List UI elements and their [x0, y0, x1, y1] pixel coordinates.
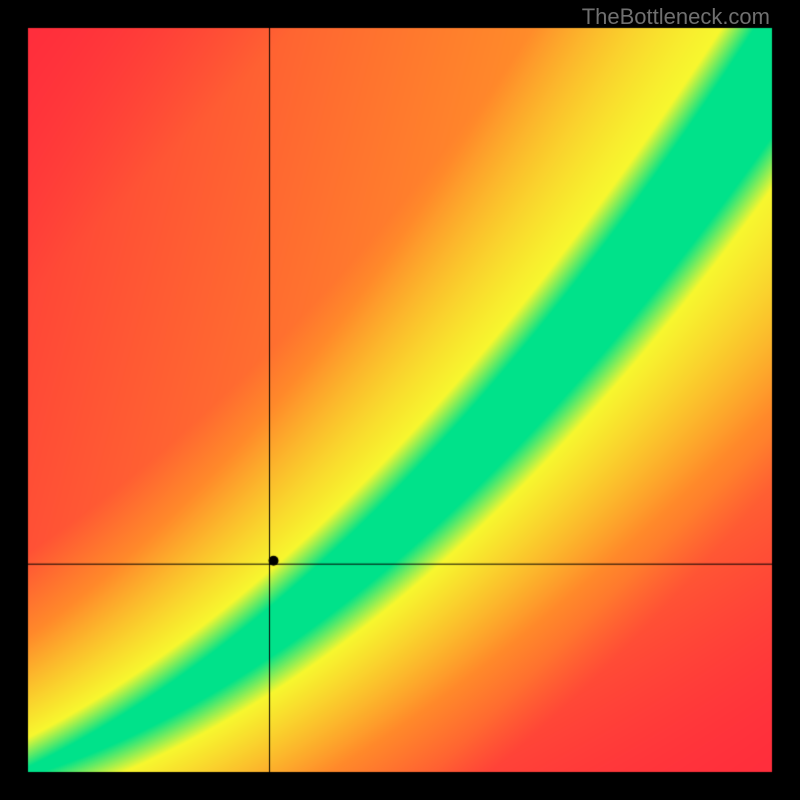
chart-container: TheBottleneck.com	[0, 0, 800, 800]
heatmap-canvas	[0, 0, 800, 800]
watermark-text: TheBottleneck.com	[582, 4, 770, 30]
